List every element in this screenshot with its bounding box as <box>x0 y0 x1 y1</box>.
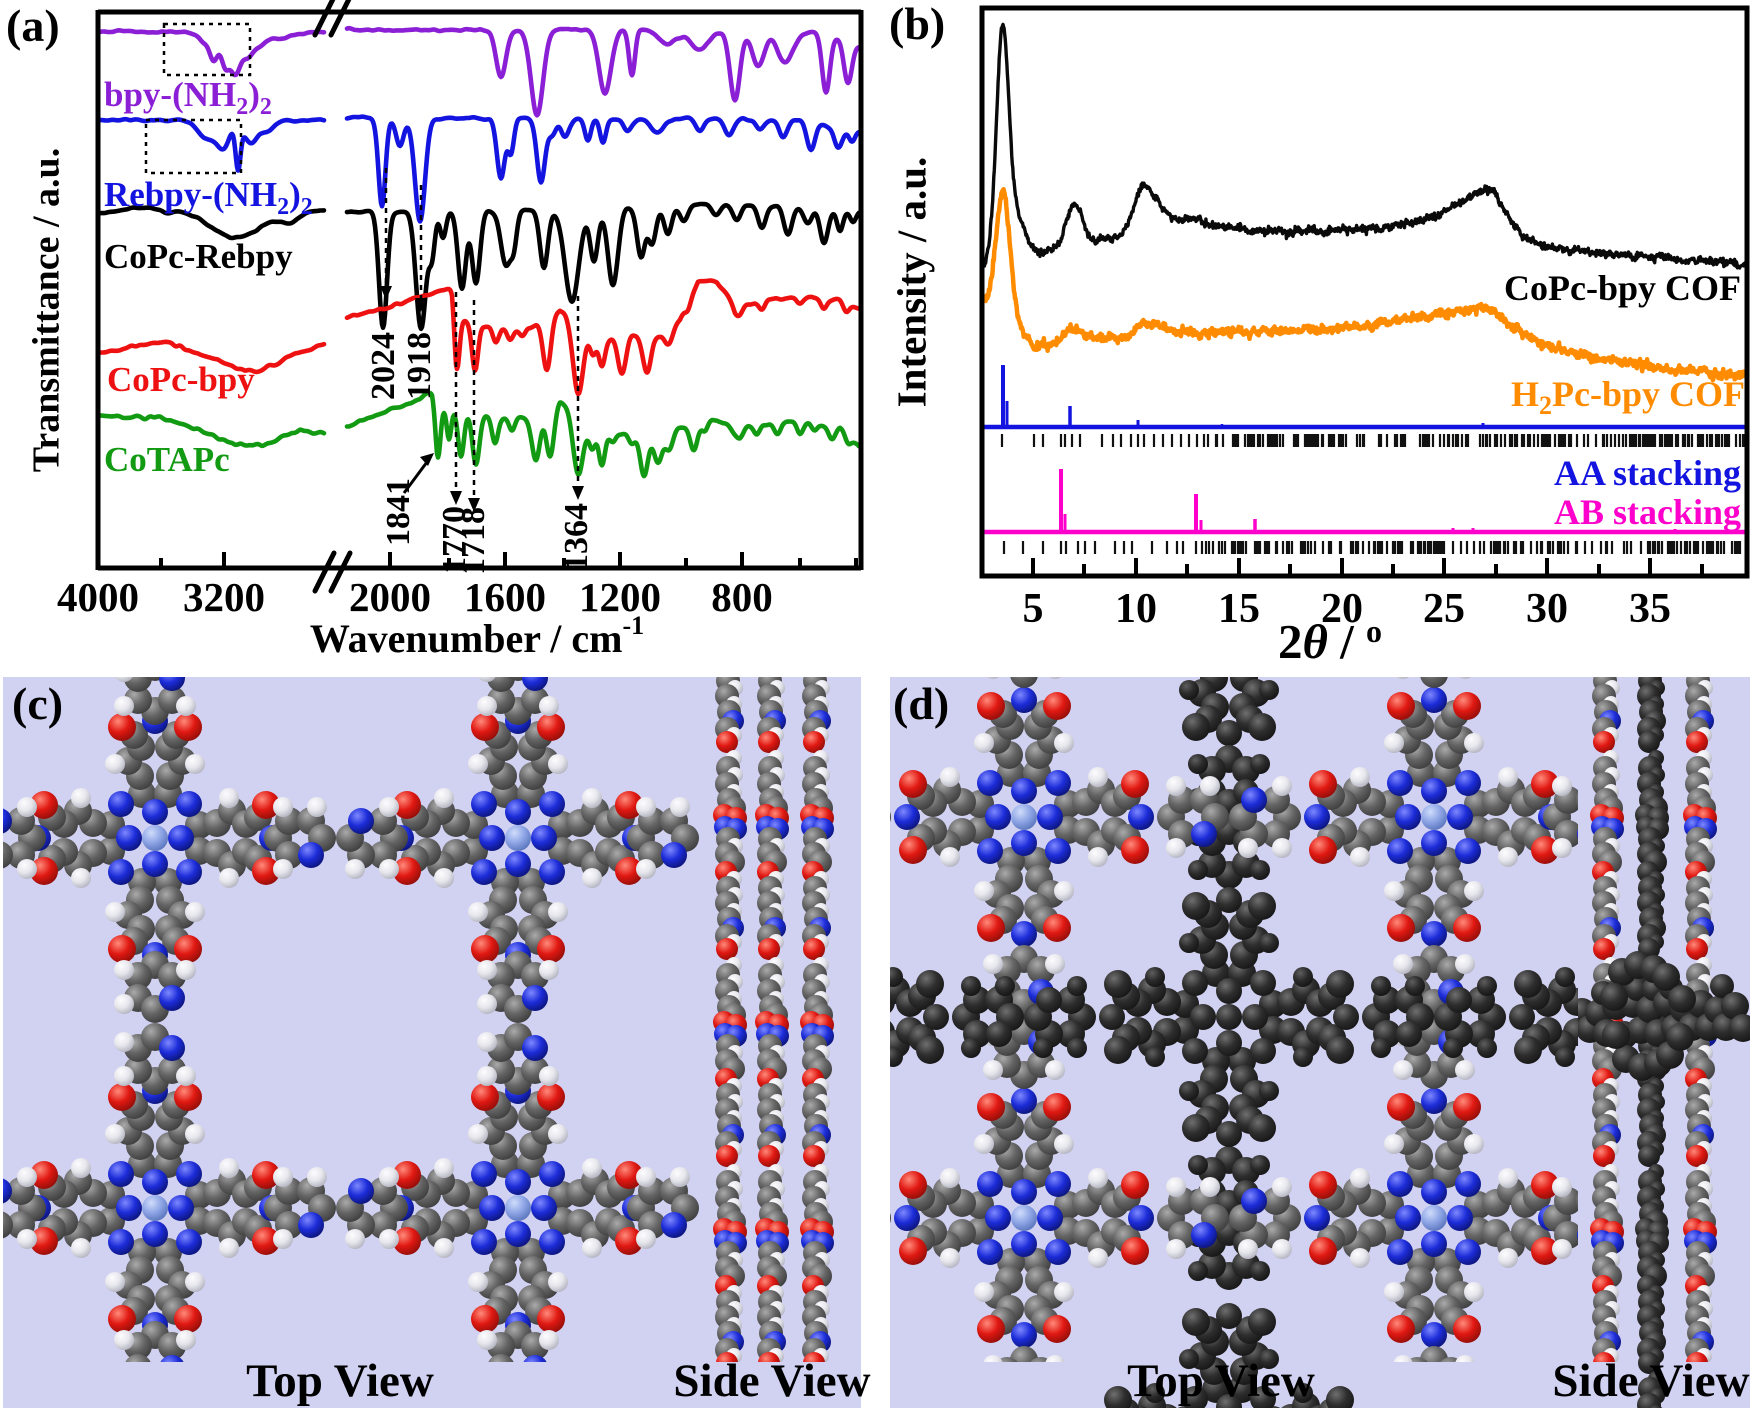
svg-text:Top View: Top View <box>1127 1355 1315 1407</box>
svg-text:1918: 1918 <box>401 332 438 400</box>
svg-text:Top View: Top View <box>246 1355 434 1407</box>
svg-text:1718: 1718 <box>455 507 492 575</box>
svg-text:CoPc-bpy: CoPc-bpy <box>107 360 255 399</box>
svg-text:(c): (c) <box>12 678 63 729</box>
svg-text:1841: 1841 <box>380 478 417 546</box>
svg-text:Wavenumber / cm-1: Wavenumber / cm-1 <box>310 611 644 661</box>
svg-text:1200: 1200 <box>579 574 661 620</box>
svg-text:Intensity / a.u.: Intensity / a.u. <box>888 157 934 408</box>
svg-text:Side View: Side View <box>1552 1355 1749 1407</box>
svg-text:1364: 1364 <box>558 503 595 571</box>
svg-text:2θ / o: 2θ / o <box>1278 613 1382 669</box>
svg-text:15: 15 <box>1218 586 1260 632</box>
svg-text:(a): (a) <box>6 0 60 51</box>
svg-text:Side View: Side View <box>673 1355 870 1407</box>
svg-text:5: 5 <box>1023 586 1044 632</box>
svg-text:800: 800 <box>711 574 773 620</box>
svg-text:30: 30 <box>1526 586 1568 632</box>
svg-text:AA stacking: AA stacking <box>1554 453 1741 493</box>
svg-text:4000: 4000 <box>57 574 139 620</box>
svg-text:3200: 3200 <box>183 574 265 620</box>
svg-text:CoTAPc: CoTAPc <box>104 440 230 479</box>
svg-text:(b): (b) <box>889 0 945 49</box>
svg-text:1600: 1600 <box>464 574 546 620</box>
svg-text:2024: 2024 <box>365 332 402 400</box>
svg-text:Transmittance / a.u.: Transmittance / a.u. <box>26 148 68 472</box>
svg-text:10: 10 <box>1115 586 1157 632</box>
svg-text:(d): (d) <box>893 678 949 729</box>
svg-text:1770: 1770 <box>436 506 473 574</box>
svg-text:25: 25 <box>1423 586 1465 632</box>
svg-text:CoPc-bpy COF: CoPc-bpy COF <box>1504 268 1741 308</box>
svg-text:35: 35 <box>1629 586 1671 632</box>
svg-text:CoPc-Rebpy: CoPc-Rebpy <box>104 237 293 276</box>
svg-text:20: 20 <box>1321 586 1363 632</box>
svg-text:AB stacking: AB stacking <box>1554 492 1741 532</box>
svg-text:2000: 2000 <box>349 574 431 620</box>
